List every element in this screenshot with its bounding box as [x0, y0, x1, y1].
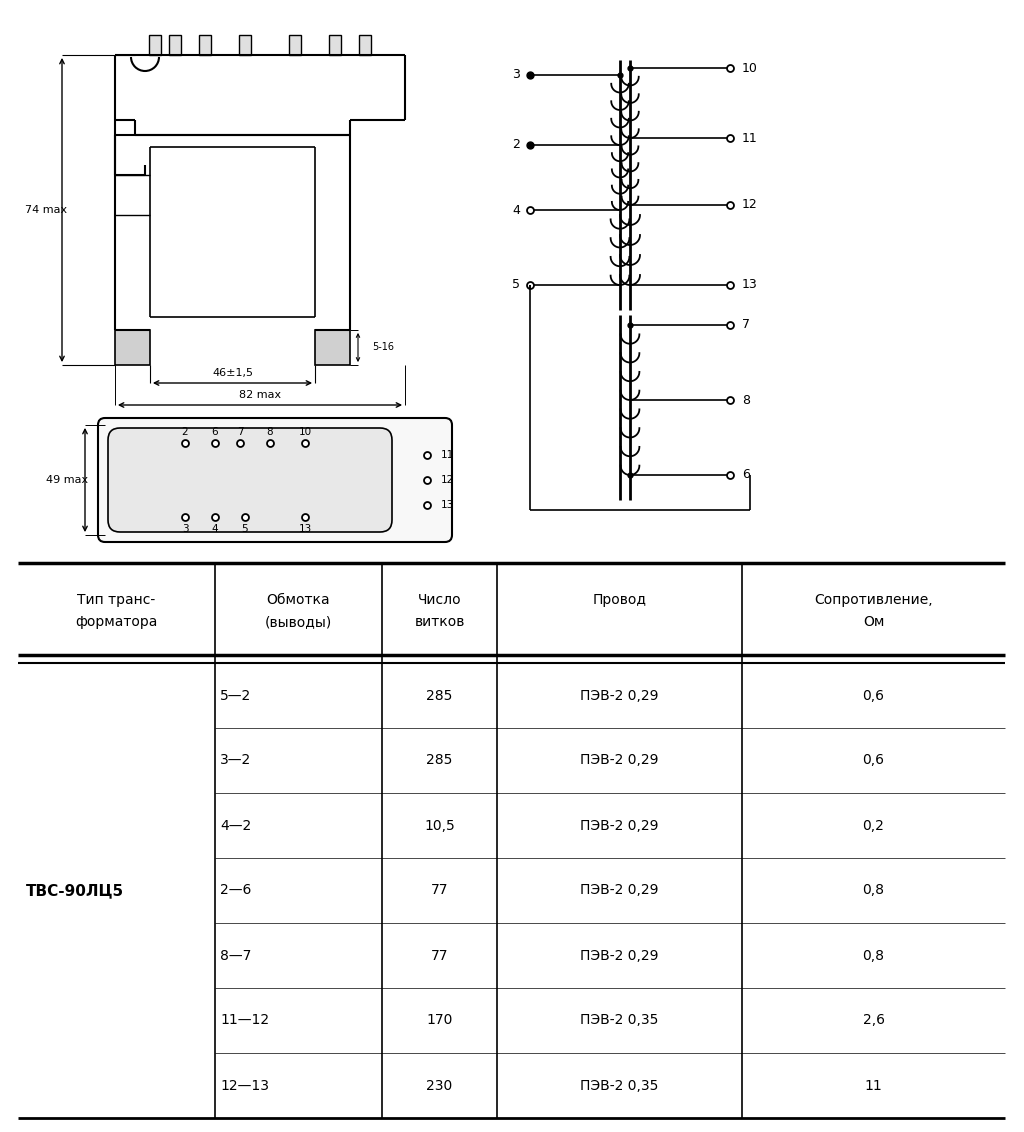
Text: ПЭВ-2 0,29: ПЭВ-2 0,29	[581, 688, 658, 703]
Text: 4—2: 4—2	[220, 818, 251, 832]
Text: 49 max: 49 max	[46, 475, 88, 484]
Text: 0,8: 0,8	[862, 949, 885, 962]
Bar	[115, 331, 150, 365]
Text: 11: 11	[742, 131, 758, 145]
Text: 12: 12	[441, 475, 455, 484]
Text: 5: 5	[512, 278, 520, 292]
Text: 11: 11	[864, 1079, 883, 1092]
Text: 12: 12	[742, 198, 758, 212]
Text: 10,5: 10,5	[424, 818, 455, 832]
Text: 46±1,5: 46±1,5	[212, 368, 253, 378]
Text: 5-16: 5-16	[372, 343, 394, 352]
Text: ПЭВ-2 0,29: ПЭВ-2 0,29	[581, 754, 658, 767]
Text: 11—12: 11—12	[220, 1013, 269, 1028]
Text: 5: 5	[242, 524, 248, 534]
Text: 77: 77	[431, 949, 449, 962]
Text: 74 max: 74 max	[25, 205, 67, 215]
Text: ПЭВ-2 0,35: ПЭВ-2 0,35	[581, 1079, 658, 1092]
FancyBboxPatch shape	[108, 428, 392, 532]
Text: 13: 13	[742, 278, 758, 292]
Text: витков: витков	[415, 615, 465, 629]
Text: 8: 8	[266, 427, 273, 437]
Text: 0,2: 0,2	[862, 818, 885, 832]
Text: 7: 7	[237, 427, 244, 437]
Text: 0,6: 0,6	[862, 688, 885, 703]
Text: 3: 3	[181, 524, 188, 534]
Text: 82 max: 82 max	[239, 391, 281, 400]
Text: 11: 11	[441, 451, 455, 460]
Text: ПЭВ-2 0,29: ПЭВ-2 0,29	[581, 883, 658, 898]
Text: 0,8: 0,8	[862, 883, 885, 898]
Text: 230: 230	[426, 1079, 453, 1092]
Text: ПЭВ-2 0,29: ПЭВ-2 0,29	[581, 818, 658, 832]
Text: Обмотка: Обмотка	[266, 593, 331, 607]
Text: форматора: форматора	[76, 615, 158, 629]
Text: ПЭВ-2 0,35: ПЭВ-2 0,35	[581, 1013, 658, 1028]
Text: 6: 6	[212, 427, 218, 437]
Text: (выводы): (выводы)	[265, 615, 332, 629]
Text: 3: 3	[512, 69, 520, 82]
Text: 6: 6	[742, 469, 750, 481]
Text: 8—7: 8—7	[220, 949, 251, 962]
Text: 4: 4	[212, 524, 218, 534]
Text: 8: 8	[742, 394, 750, 406]
Text: Число: Число	[418, 593, 462, 607]
FancyBboxPatch shape	[98, 418, 452, 542]
Text: Ом: Ом	[863, 615, 884, 629]
Text: 13: 13	[298, 524, 311, 534]
Text: 10: 10	[298, 427, 311, 437]
Bar	[315, 331, 350, 365]
Bar	[150, 35, 161, 55]
Bar	[169, 35, 181, 55]
Text: 2,6: 2,6	[862, 1013, 885, 1028]
Text: Тип транс-: Тип транс-	[78, 593, 156, 607]
Text: 285: 285	[426, 754, 453, 767]
Text: Сопротивление,: Сопротивление,	[814, 593, 933, 607]
Text: 2: 2	[512, 138, 520, 152]
Text: 5—2: 5—2	[220, 688, 251, 703]
Bar	[239, 35, 251, 55]
Bar	[289, 35, 301, 55]
Text: 77: 77	[431, 883, 449, 898]
Text: 13: 13	[441, 500, 455, 511]
Bar	[199, 35, 211, 55]
Text: ПЭВ-2 0,29: ПЭВ-2 0,29	[581, 949, 658, 962]
Text: 10: 10	[742, 61, 758, 75]
Text: 4: 4	[512, 204, 520, 216]
Text: 7: 7	[742, 318, 750, 332]
Text: ТВС-90ЛЦ5: ТВС-90ЛЦ5	[26, 883, 124, 898]
Bar	[359, 35, 371, 55]
Text: 12—13: 12—13	[220, 1079, 269, 1092]
Text: 2: 2	[181, 427, 188, 437]
Text: 2—6: 2—6	[220, 883, 251, 898]
Bar	[329, 35, 341, 55]
Text: 0,6: 0,6	[862, 754, 885, 767]
Text: 170: 170	[426, 1013, 453, 1028]
Text: Провод: Провод	[593, 593, 646, 607]
Text: 285: 285	[426, 688, 453, 703]
Text: 3—2: 3—2	[220, 754, 251, 767]
